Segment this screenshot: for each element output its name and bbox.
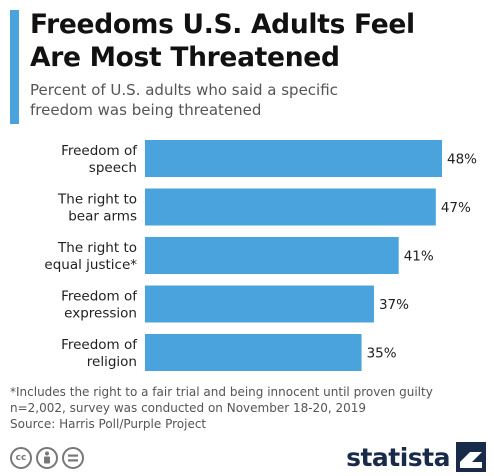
bar-2 xyxy=(145,237,399,274)
brand-name: statista xyxy=(346,442,450,472)
bar-1 xyxy=(145,188,436,226)
creative-commons-glyph: cc xyxy=(15,453,27,463)
chart-title-line-1: Freedoms U.S. Adults Feel xyxy=(30,9,415,40)
no-derivatives-icon[interactable] xyxy=(62,447,84,469)
value-label-4: 35% xyxy=(367,346,397,362)
category-label-4-line-1: religion xyxy=(87,354,137,370)
category-label-0-line-0: Freedom of xyxy=(61,143,138,159)
value-label-3: 37% xyxy=(379,297,409,313)
value-label-1: 47% xyxy=(441,200,471,216)
creative-commons-icon[interactable]: cc xyxy=(10,447,32,469)
footnotes: *Includes the right to a fair trial and … xyxy=(10,384,490,432)
chart-subtitle-line-2: freedom was being threatened xyxy=(30,101,262,119)
equals-glyph xyxy=(68,454,78,462)
attribution-icon[interactable] xyxy=(36,447,58,469)
category-label-3-line-0: Freedom of xyxy=(61,289,138,305)
bar-0 xyxy=(145,140,442,177)
title-accent-bar xyxy=(10,10,19,124)
statista-mark-icon xyxy=(456,442,486,472)
chart-title: Freedoms U.S. Adults Feel Are Most Threa… xyxy=(30,8,485,74)
chart-subtitle-line-1: Percent of U.S. adults who said a specif… xyxy=(30,81,338,99)
footnote-sample: n=2,002, survey was conducted on Novembe… xyxy=(10,401,366,415)
chart-title-line-2: Are Most Threatened xyxy=(30,42,340,73)
bar-3 xyxy=(145,285,374,323)
category-label-4-line-0: Freedom of xyxy=(61,337,138,353)
category-label-2-line-1: equal justice* xyxy=(44,257,137,273)
category-label-1-line-0: The right to xyxy=(57,192,137,208)
value-label-0: 48% xyxy=(447,152,477,168)
footnote-source: Source: Harris Poll/Purple Project xyxy=(10,417,207,431)
category-label-3-line-1: expression xyxy=(64,306,137,322)
value-label-2: 41% xyxy=(404,249,434,265)
bar-4 xyxy=(145,334,362,371)
category-label-0-line-1: speech xyxy=(89,160,137,176)
chart-subtitle: Percent of U.S. adults who said a specif… xyxy=(30,80,485,120)
category-label-1-line-1: bear arms xyxy=(68,209,137,225)
category-label-2-line-0: The right to xyxy=(57,240,137,256)
attribution-person-glyph xyxy=(44,451,50,464)
statista-logo[interactable]: statista xyxy=(346,441,486,473)
license-icons: cc xyxy=(10,447,84,471)
footnote-asterisk: *Includes the right to a fair trial and … xyxy=(10,385,433,399)
